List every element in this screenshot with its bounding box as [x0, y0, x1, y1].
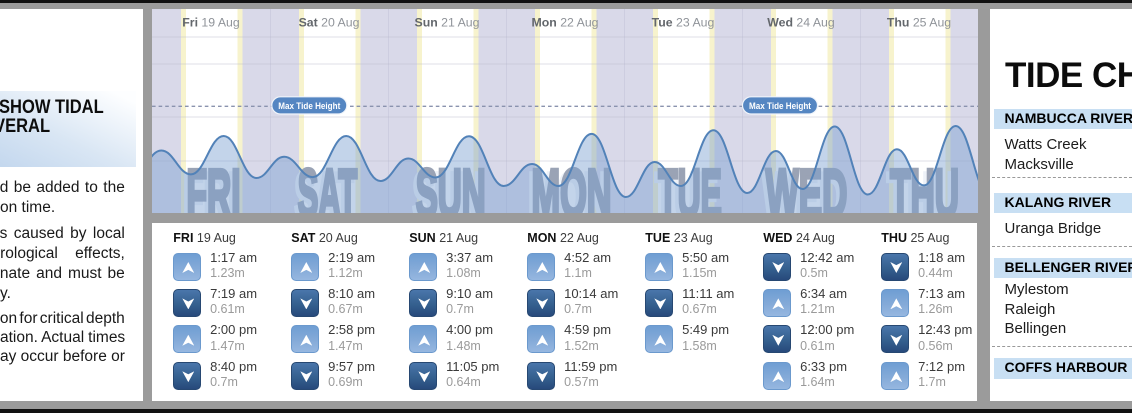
- svg-text:TUE: TUE: [658, 156, 722, 213]
- svg-text:THU: THU: [890, 156, 959, 213]
- svg-text:SUN: SUN: [416, 156, 486, 213]
- svg-text:WED: WED: [762, 159, 844, 213]
- svg-text:Max Tide Height: Max Tide Height: [278, 101, 340, 111]
- svg-text:SUN: SUN: [412, 159, 482, 213]
- svg-text:Wed 24 Aug: Wed 24 Aug: [767, 16, 835, 30]
- svg-text:Mon 22 Aug: Mon 22 Aug: [532, 16, 599, 30]
- svg-text:FRI: FRI: [187, 156, 241, 213]
- svg-text:WED: WED: [766, 156, 848, 213]
- svg-text:Tue 23 Aug: Tue 23 Aug: [652, 16, 715, 30]
- svg-text:TUE: TUE: [655, 159, 719, 213]
- svg-text:Thu 25 Aug: Thu 25 Aug: [887, 16, 951, 30]
- svg-text:Sat 20 Aug: Sat 20 Aug: [299, 16, 360, 30]
- svg-text:SAT: SAT: [298, 156, 357, 213]
- svg-text:Sun 21 Aug: Sun 21 Aug: [415, 16, 480, 30]
- svg-text:FRI: FRI: [183, 159, 237, 213]
- svg-text:Max Tide Height: Max Tide Height: [749, 101, 811, 111]
- svg-text:MON: MON: [528, 159, 608, 213]
- svg-text:MON: MON: [532, 156, 612, 213]
- svg-text:Fri 19 Aug: Fri 19 Aug: [182, 16, 240, 30]
